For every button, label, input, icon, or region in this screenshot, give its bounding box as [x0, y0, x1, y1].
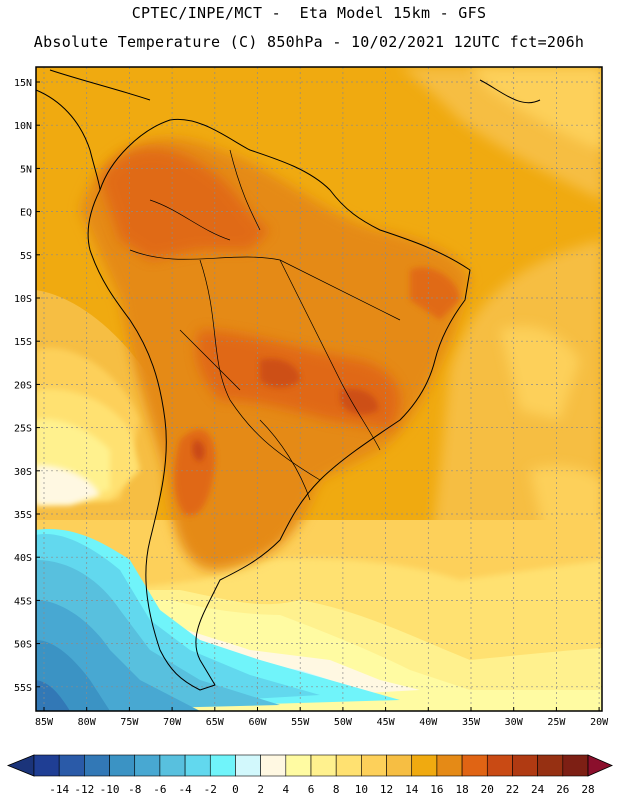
colorbar: -14 -12 -10 -8 -6 -4 -2 0 2 4 6 8 10 12 14 16 18 20 22 24 26… [6, 754, 613, 796]
colorbar-swatch [361, 754, 387, 777]
colorbar-swatch [235, 754, 261, 777]
lon-tick-label: 60W [248, 717, 267, 728]
colorbar-under-arrow [6, 754, 35, 777]
colorbar-label: 6 [308, 783, 315, 796]
colorbar-over-arrow [587, 754, 613, 777]
lon-tick-label: 30W [505, 717, 524, 728]
colorbar-swatch [436, 754, 463, 777]
lat-tick-label: 10S [14, 294, 32, 305]
lat-tick-label: 15S [14, 337, 32, 348]
lat-tick-label: 40S [14, 553, 32, 564]
lon-tick-label: 45W [377, 717, 396, 728]
lon-tick-label: 25W [547, 717, 566, 728]
colorbar-swatch [386, 754, 413, 777]
colorbar-swatch [260, 754, 287, 777]
colorbar-swatch [184, 754, 211, 777]
lon-tick-label: 35W [462, 717, 481, 728]
colorbar-label: 4 [283, 783, 290, 796]
lat-tick-label: 30S [14, 467, 32, 478]
lon-tick-label: 20W [590, 717, 609, 728]
lat-tick-label: 55S [14, 683, 32, 694]
colorbar-swatch [461, 754, 488, 777]
colorbar-swatch [411, 754, 438, 777]
lon-tick-label: 75W [120, 717, 139, 728]
lat-tick-label: 25S [14, 424, 32, 435]
colorbar-swatch [486, 754, 513, 777]
longitude-labels: 85W 80W 75W 70W 65W 60W 55W 50W 45W 40W 35W 30W 25W 2… [35, 707, 609, 728]
colorbar-label: -8 [128, 783, 141, 796]
colorbar-swatch [562, 754, 589, 777]
colorbar-label: 12 [380, 783, 393, 796]
colorbar-label: 2 [257, 783, 264, 796]
colorbar-label: 28 [581, 783, 594, 796]
country-borders [129, 149, 401, 501]
colorbar-label: -14 [49, 783, 69, 796]
colorbar-label: 26 [556, 783, 569, 796]
lon-tick-label: 85W [35, 717, 54, 728]
colorbar-swatch [134, 754, 161, 777]
colorbar-swatch [537, 754, 564, 777]
lon-tick-label: 70W [163, 717, 182, 728]
colorbar-swatch [109, 754, 136, 777]
colorbar-label: -4 [178, 783, 192, 796]
lat-tick-label: 5N [20, 164, 32, 175]
colorbar-swatch [159, 754, 186, 777]
map-frame [35, 66, 603, 712]
lat-tick-label: 10N [14, 121, 32, 132]
colorbar-label: 0 [232, 783, 239, 796]
lon-tick-label: 80W [78, 717, 97, 728]
colorbar-swatch [512, 754, 538, 777]
latitude-labels: 15N 10N 5N EQ 5S 10S 15S 20S 25S 30S 35S 40S 45S 50S 5… [14, 78, 40, 694]
colorbar-label: 24 [531, 783, 545, 796]
colorbar-swatch [84, 754, 110, 777]
colorbar-swatch [310, 754, 337, 777]
lon-tick-label: 65W [206, 717, 225, 728]
colorbar-swatch [33, 754, 60, 777]
colorbar-label: -2 [204, 783, 217, 796]
coastline [35, 69, 541, 691]
lat-tick-label: 20S [14, 380, 32, 391]
lat-tick-label: EQ [20, 208, 32, 219]
colorbar-label: -10 [100, 783, 120, 796]
map-title: CPTEC/INPE/MCT - Eta Model 15km - GFS [131, 4, 487, 22]
colorbar-label: 22 [506, 783, 519, 796]
lat-tick-label: 15N [14, 78, 32, 89]
lat-tick-label: 50S [14, 640, 32, 651]
colorbar-label: 14 [405, 783, 419, 796]
map-subtitle: Absolute Temperature (C) 850hPa - 10/02/… [33, 33, 585, 51]
colorbar-label: 8 [333, 783, 340, 796]
colorbar-swatch [58, 754, 85, 777]
lon-tick-label: 55W [291, 717, 310, 728]
colorbar-label: 20 [481, 783, 494, 796]
colorbar-swatch [209, 754, 236, 777]
lat-tick-label: 5S [20, 251, 32, 262]
lat-tick-label: 45S [14, 596, 32, 607]
lon-tick-label: 40W [419, 717, 438, 728]
lat-tick-label: 35S [14, 510, 32, 521]
colorbar-label: 18 [455, 783, 468, 796]
colorbar-swatch [335, 754, 362, 777]
colorbar-label: -12 [74, 783, 94, 796]
lon-tick-label: 50W [334, 717, 353, 728]
colorbar-label: -6 [153, 783, 166, 796]
colorbar-label: 10 [355, 783, 368, 796]
graticule [36, 67, 602, 711]
colorbar-swatch [285, 754, 312, 777]
colorbar-label: 16 [430, 783, 443, 796]
temperature-field [36, 67, 602, 711]
